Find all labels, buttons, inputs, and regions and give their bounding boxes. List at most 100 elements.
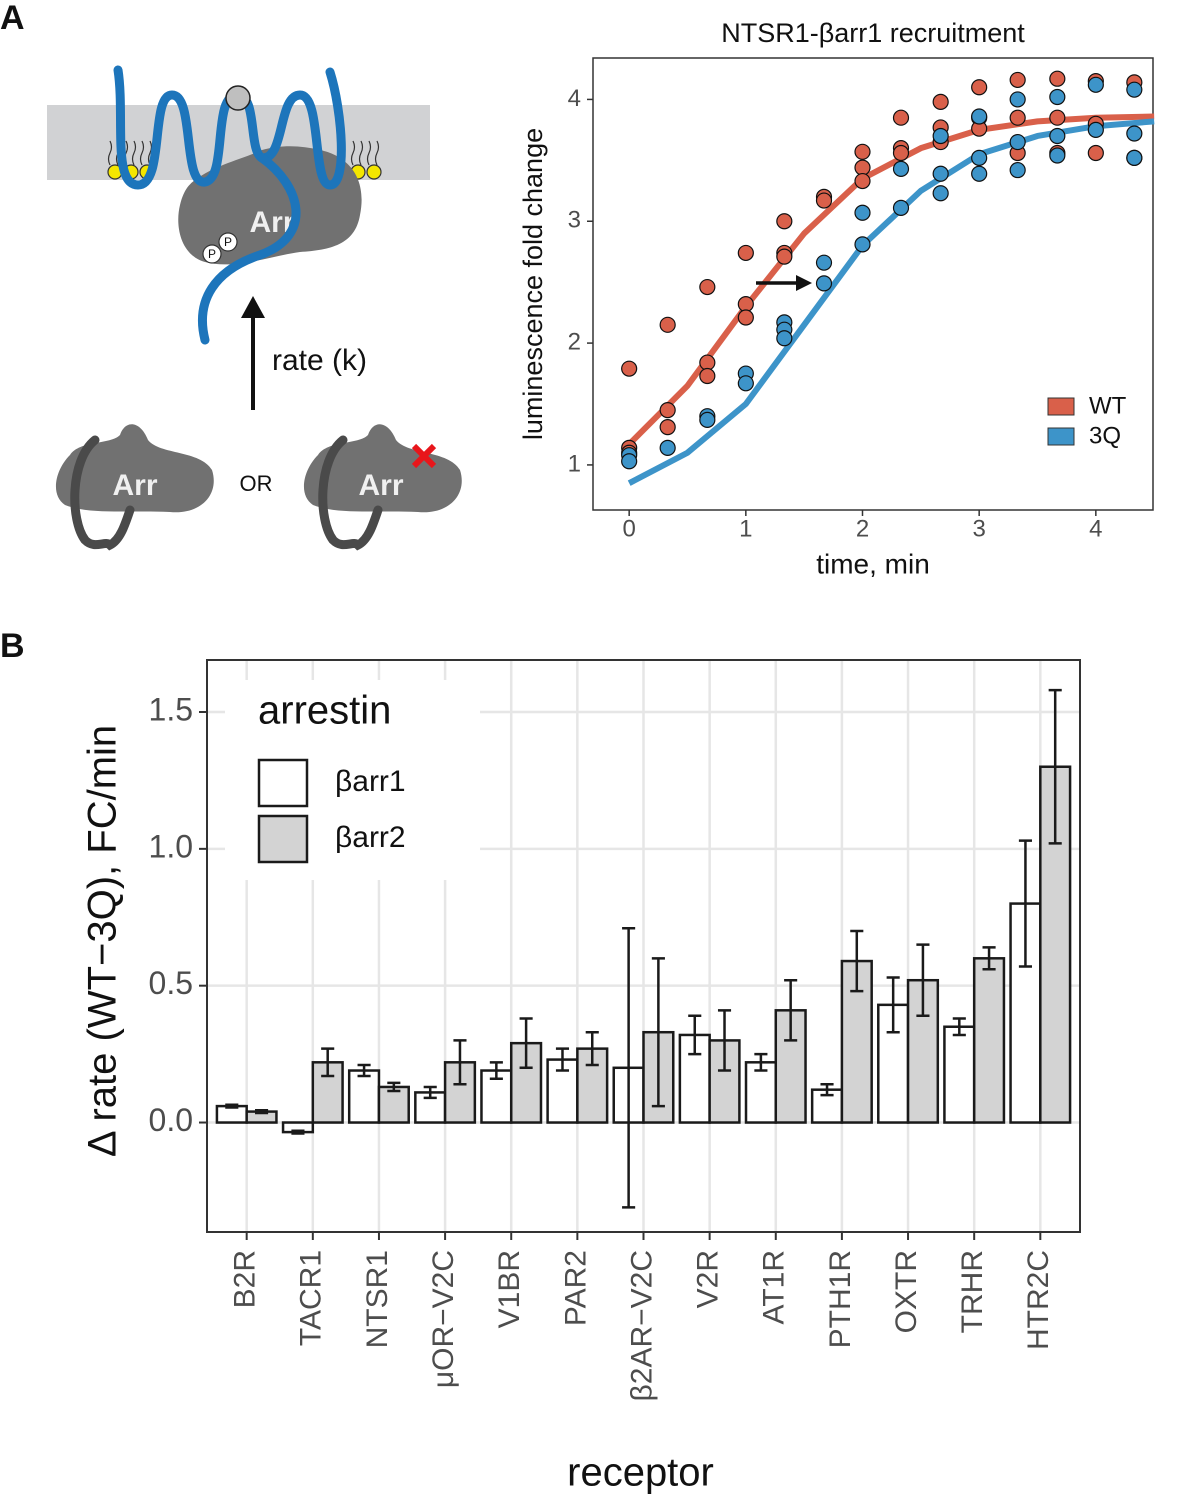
data-point bbox=[971, 165, 988, 182]
data-point bbox=[892, 109, 910, 126]
legend-key bbox=[257, 758, 309, 808]
data-point bbox=[815, 192, 833, 209]
x-tick-label: PTH1R bbox=[824, 1250, 857, 1348]
y-tick-label: 1 bbox=[568, 450, 581, 477]
data-point bbox=[659, 401, 676, 419]
error-bar bbox=[1018, 839, 1032, 968]
phosphate bbox=[218, 232, 238, 252]
data-point bbox=[1087, 144, 1104, 162]
data-point bbox=[971, 79, 988, 96]
mutation-mark bbox=[411, 443, 437, 469]
error-bar bbox=[489, 1061, 503, 1080]
arrestin-label: Arr bbox=[358, 469, 403, 502]
error-bar bbox=[291, 1129, 305, 1135]
error-bar bbox=[453, 1039, 467, 1086]
y-axis-label: Δ rate (WT−3Q), FC/min bbox=[81, 725, 125, 1157]
data-point bbox=[1049, 109, 1066, 126]
data-point bbox=[1009, 109, 1026, 126]
data-point bbox=[1009, 91, 1026, 108]
data-point bbox=[1126, 125, 1143, 142]
x-tick-label: V2R bbox=[692, 1250, 725, 1308]
arrestin-free-mutant bbox=[303, 424, 462, 513]
data-point bbox=[1049, 147, 1066, 164]
error-bar bbox=[519, 1017, 533, 1070]
x-tick-label: 0 bbox=[622, 515, 635, 542]
error-bar bbox=[622, 926, 636, 1209]
arrestin-free bbox=[55, 424, 214, 513]
error-bar bbox=[688, 1014, 702, 1056]
arrestin-loop bbox=[318, 435, 383, 551]
data-point bbox=[932, 93, 949, 110]
bar bbox=[972, 957, 1006, 1124]
arrestin-loop bbox=[70, 435, 135, 551]
fit-line bbox=[627, 118, 1155, 486]
panel-label: A bbox=[0, 0, 25, 37]
y-tick-label: 0.5 bbox=[149, 965, 193, 1001]
phosphate bbox=[202, 244, 222, 264]
data-point bbox=[659, 316, 676, 333]
data-point bbox=[1087, 76, 1104, 93]
data-point bbox=[854, 172, 871, 190]
data-point bbox=[737, 375, 754, 392]
data-point bbox=[1049, 70, 1066, 87]
x-tick-label: HTR2C bbox=[1022, 1250, 1055, 1350]
ligand bbox=[225, 85, 251, 111]
error-bar bbox=[784, 978, 798, 1042]
data-point bbox=[1009, 161, 1026, 179]
x-tick-label: 2 bbox=[856, 515, 869, 542]
legend-key bbox=[257, 814, 309, 864]
data-point bbox=[892, 160, 910, 177]
error-bar bbox=[754, 1052, 768, 1072]
y-tick-label: 4 bbox=[568, 85, 581, 112]
y-axis-label: luminescence fold change bbox=[518, 128, 548, 440]
error-bar bbox=[255, 1108, 269, 1115]
bar bbox=[744, 1061, 778, 1124]
error-bar bbox=[820, 1082, 834, 1097]
legend-key bbox=[1047, 397, 1075, 416]
fit-line bbox=[627, 113, 1155, 447]
data-point bbox=[737, 296, 754, 313]
data-point bbox=[932, 127, 949, 145]
data-point bbox=[621, 453, 638, 470]
data-point bbox=[737, 309, 754, 326]
data-point bbox=[1049, 88, 1066, 106]
arrow-label: rate (k) bbox=[272, 344, 367, 377]
x-tick-label: OXTR bbox=[890, 1250, 923, 1333]
x-axis-label: receptor bbox=[567, 1451, 714, 1495]
data-point bbox=[621, 360, 638, 377]
x-tick-label: NTSR1 bbox=[361, 1250, 394, 1348]
y-tick-label: 0.0 bbox=[149, 1102, 193, 1138]
error-bar bbox=[357, 1063, 371, 1078]
error-bar bbox=[651, 957, 665, 1108]
phosphate-label: P bbox=[224, 235, 232, 249]
x-tick-label: 1 bbox=[739, 515, 752, 542]
legend-title: arrestin bbox=[258, 689, 391, 733]
data-point bbox=[815, 254, 833, 271]
x-tick-label: 3 bbox=[972, 515, 985, 542]
x-tick-label: 4 bbox=[1089, 515, 1102, 542]
bar bbox=[311, 1061, 344, 1124]
data-point bbox=[854, 236, 871, 253]
error-bar bbox=[321, 1047, 335, 1078]
x-tick-label: μOR−V2C bbox=[427, 1250, 460, 1388]
x-tick-label: TACR1 bbox=[295, 1250, 328, 1346]
bar bbox=[943, 1025, 976, 1124]
data-point bbox=[1009, 71, 1026, 89]
x-tick-label: AT1R bbox=[758, 1250, 791, 1324]
error-bar bbox=[952, 1017, 966, 1037]
bar bbox=[347, 1069, 381, 1124]
error-bar bbox=[555, 1047, 570, 1072]
chart-title: NTSR1-βarr1 recruitment bbox=[721, 18, 1025, 48]
legend-key bbox=[1047, 427, 1075, 446]
legend-label: βarr2 bbox=[335, 821, 406, 854]
data-point bbox=[892, 144, 910, 162]
bar bbox=[377, 1085, 410, 1124]
data-point bbox=[699, 367, 716, 385]
data-point bbox=[932, 165, 949, 182]
data-point bbox=[1087, 121, 1104, 138]
data-point bbox=[815, 275, 833, 292]
error-bar bbox=[886, 976, 900, 1034]
error-bar bbox=[1048, 688, 1062, 845]
x-tick-label: TRHR bbox=[956, 1250, 989, 1333]
